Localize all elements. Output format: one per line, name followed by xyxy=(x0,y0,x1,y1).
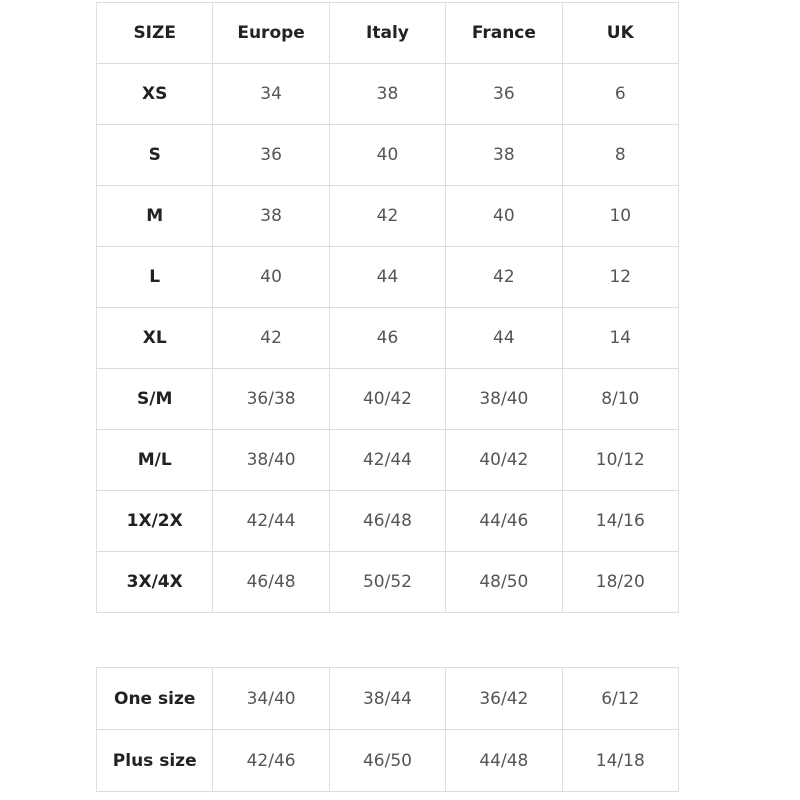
size-value: 40 xyxy=(328,124,447,186)
size-value: 42 xyxy=(212,307,330,369)
table-row: XS 34 38 36 6 xyxy=(95,63,680,125)
size-value: 36 xyxy=(445,63,563,125)
size-value: 38 xyxy=(212,185,330,247)
size-label: 3X/4X xyxy=(95,551,214,613)
size-value: 44/48 xyxy=(445,729,563,792)
size-value: 10 xyxy=(561,185,680,247)
table-row: Plus size 42/46 46/50 44/48 14/18 xyxy=(95,729,680,792)
table-row: XL 42 46 44 14 xyxy=(95,307,680,369)
size-value: 38/44 xyxy=(328,667,447,730)
size-value: 46/50 xyxy=(328,729,447,792)
size-value: 46 xyxy=(328,307,447,369)
size-label: S xyxy=(95,124,214,186)
size-label: One size xyxy=(95,667,214,730)
size-label: L xyxy=(95,246,214,308)
size-value: 6 xyxy=(561,63,680,125)
size-value: 8/10 xyxy=(561,368,680,430)
table-row: M 38 42 40 10 xyxy=(95,185,680,247)
size-value: 40 xyxy=(445,185,563,247)
size-value: 12 xyxy=(561,246,680,308)
size-value: 14/16 xyxy=(561,490,680,552)
size-label: M xyxy=(95,185,214,247)
size-value: 6/12 xyxy=(561,667,680,730)
column-header: UK xyxy=(561,2,680,64)
size-value: 40 xyxy=(212,246,330,308)
size-label: 1X/2X xyxy=(95,490,214,552)
size-value: 8 xyxy=(561,124,680,186)
size-value: 42 xyxy=(445,246,563,308)
size-value: 38 xyxy=(328,63,447,125)
header-row: SIZE Europe Italy France UK xyxy=(95,2,680,64)
size-chart-table: SIZE Europe Italy France UK XS 34 38 36 6 S 36 40 38… xyxy=(95,2,680,613)
size-value: 38/40 xyxy=(445,368,563,430)
size-value: 42 xyxy=(328,185,447,247)
size-value: 14/18 xyxy=(561,729,680,792)
column-header: Italy xyxy=(328,2,447,64)
one-plus-size-table: One size 34/40 38/44 36/42 6/12 Plus size 42/4… xyxy=(95,667,680,792)
size-value: 46/48 xyxy=(328,490,447,552)
size-value: 36/38 xyxy=(212,368,330,430)
size-value: 42/46 xyxy=(212,729,330,792)
size-label: XL xyxy=(95,307,214,369)
size-value: 36/42 xyxy=(445,667,563,730)
size-label: Plus size xyxy=(95,729,214,792)
size-value: 36 xyxy=(212,124,330,186)
size-value: 34 xyxy=(212,63,330,125)
size-value: 14 xyxy=(561,307,680,369)
table-row: 3X/4X 46/48 50/52 48/50 18/20 xyxy=(95,551,680,613)
table-row: S 36 40 38 8 xyxy=(95,124,680,186)
table-row: L 40 44 42 12 xyxy=(95,246,680,308)
size-value: 42/44 xyxy=(212,490,330,552)
size-label: S/M xyxy=(95,368,214,430)
size-value: 44 xyxy=(445,307,563,369)
size-label: XS xyxy=(95,63,214,125)
column-header: SIZE xyxy=(95,2,214,64)
table-row: M/L 38/40 42/44 40/42 10/12 xyxy=(95,429,680,491)
table-row: S/M 36/38 40/42 38/40 8/10 xyxy=(95,368,680,430)
size-value: 18/20 xyxy=(561,551,680,613)
size-value: 48/50 xyxy=(445,551,563,613)
size-label: M/L xyxy=(95,429,214,491)
size-value: 44 xyxy=(328,246,447,308)
size-value: 38/40 xyxy=(212,429,330,491)
size-value: 40/42 xyxy=(328,368,447,430)
size-value: 40/42 xyxy=(445,429,563,491)
size-value: 44/46 xyxy=(445,490,563,552)
size-value: 34/40 xyxy=(212,667,330,730)
column-header: France xyxy=(445,2,563,64)
table-row: One size 34/40 38/44 36/42 6/12 xyxy=(95,667,680,730)
column-header: Europe xyxy=(212,2,330,64)
table-row: 1X/2X 42/44 46/48 44/46 14/16 xyxy=(95,490,680,552)
size-value: 38 xyxy=(445,124,563,186)
size-value: 50/52 xyxy=(328,551,447,613)
size-value: 46/48 xyxy=(212,551,330,613)
size-value: 10/12 xyxy=(561,429,680,491)
size-value: 42/44 xyxy=(328,429,447,491)
